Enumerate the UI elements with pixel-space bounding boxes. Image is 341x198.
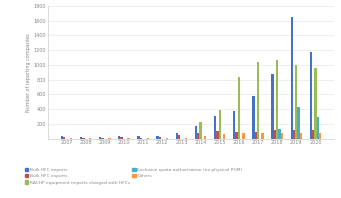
Bar: [235, 132, 238, 139]
Bar: [319, 133, 321, 139]
Bar: [233, 111, 235, 139]
Bar: [281, 133, 283, 139]
Bar: [300, 133, 302, 139]
Bar: [316, 117, 319, 139]
Bar: [80, 137, 82, 139]
Bar: [262, 133, 264, 139]
Legend: Bulk HFC imports, Bulk HFC exports, RACHP equipment imports charged with HFCs, E: Bulk HFC imports, Bulk HFC exports, RACH…: [25, 168, 242, 185]
Bar: [176, 133, 178, 139]
Bar: [99, 137, 101, 139]
Bar: [291, 17, 293, 139]
Bar: [195, 126, 197, 139]
Bar: [219, 110, 221, 139]
Bar: [82, 138, 85, 139]
Bar: [63, 137, 65, 139]
Bar: [140, 138, 142, 139]
Bar: [137, 136, 140, 139]
Bar: [242, 133, 244, 139]
Bar: [254, 132, 257, 139]
Bar: [147, 138, 149, 139]
Bar: [128, 138, 130, 139]
Bar: [310, 52, 312, 139]
Bar: [223, 134, 225, 139]
Bar: [204, 136, 206, 139]
Y-axis label: Number of reporting companies: Number of reporting companies: [26, 33, 31, 112]
Bar: [278, 129, 281, 139]
Bar: [293, 130, 295, 139]
Bar: [197, 133, 199, 139]
Bar: [101, 138, 104, 139]
Bar: [216, 131, 219, 139]
Bar: [108, 138, 110, 139]
Bar: [70, 138, 72, 139]
Bar: [214, 116, 216, 139]
Bar: [89, 138, 91, 139]
Bar: [199, 122, 202, 139]
Bar: [276, 60, 278, 139]
Bar: [166, 138, 168, 139]
Bar: [257, 62, 259, 139]
Bar: [185, 138, 187, 139]
Bar: [159, 137, 161, 139]
Bar: [120, 137, 123, 139]
Bar: [312, 130, 314, 139]
Bar: [118, 136, 120, 139]
Bar: [252, 96, 254, 139]
Bar: [297, 107, 300, 139]
Bar: [238, 77, 240, 139]
Bar: [274, 130, 276, 139]
Bar: [61, 136, 63, 139]
Bar: [295, 65, 297, 139]
Bar: [271, 74, 274, 139]
Bar: [178, 135, 180, 139]
Bar: [157, 136, 159, 139]
Bar: [314, 68, 316, 139]
